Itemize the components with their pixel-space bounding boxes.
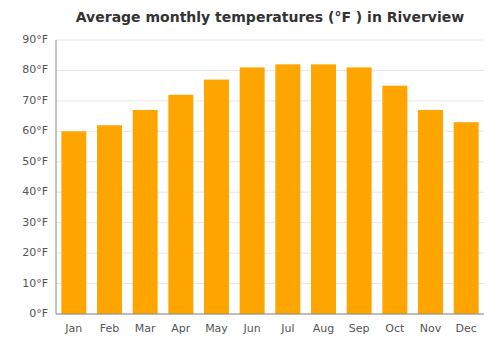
x-tick-label: Jul	[280, 322, 294, 335]
bar	[240, 67, 265, 314]
bar	[275, 64, 300, 314]
x-tick-label: Mar	[135, 322, 156, 335]
bar	[133, 110, 158, 314]
grid-line	[56, 100, 484, 101]
y-tick-label: 80°F	[22, 63, 48, 76]
bar	[311, 64, 336, 314]
y-axis-line	[56, 40, 57, 314]
y-tick-label: 70°F	[22, 94, 48, 107]
bar	[97, 125, 122, 314]
title: Average monthly temperatures (°F ) in Ri…	[76, 9, 465, 25]
bar	[454, 122, 479, 314]
grid-line	[56, 70, 484, 71]
y-tick-label: 0°F	[29, 307, 48, 320]
x-axis: Jan Feb Mar Apr May Jun Jul Aug Sep Oct Nov Dec	[56, 40, 484, 335]
x-tick-label: Jan	[64, 322, 82, 335]
y-tick-label: 50°F	[22, 155, 48, 168]
y-tick-label: 10°F	[22, 277, 48, 290]
bar	[382, 86, 407, 314]
grid-line	[56, 40, 484, 41]
y-grid	[56, 40, 484, 314]
x-tick-label: Jun	[243, 322, 261, 335]
bar	[168, 95, 193, 314]
y-tick-label: 30°F	[22, 216, 48, 229]
chart-container: Average monthly temperatures (°F ) in Ri…	[0, 0, 500, 350]
x-tick-label: Apr	[171, 322, 191, 335]
bar	[347, 67, 372, 314]
x-tick-label: Feb	[100, 322, 119, 335]
bar	[61, 131, 86, 314]
y-tick-label: 40°F	[22, 185, 48, 198]
bar	[204, 80, 229, 314]
x-axis-line	[56, 314, 484, 315]
x-tick-label: Dec	[456, 322, 477, 335]
grid-line	[56, 314, 484, 315]
x-tick-label: Nov	[420, 322, 442, 335]
bar	[418, 110, 443, 314]
x-tick-label: Aug	[313, 322, 334, 335]
y-tick-label: 60°F	[22, 124, 48, 137]
y-axis: 0°F 10°F 20°F 30°F 40°F 50°F 60°F 70°F 80°F 90°F	[22, 33, 48, 320]
chart-svg: Average monthly temperatures (°F ) in Ri…	[0, 0, 500, 350]
y-tick-label: 90°F	[22, 33, 48, 46]
x-tick-label: Sep	[349, 322, 370, 335]
x-tick-label: May	[205, 322, 228, 335]
bars	[61, 64, 478, 314]
x-tick-label: Oct	[385, 322, 405, 335]
y-tick-label: 20°F	[22, 246, 48, 259]
